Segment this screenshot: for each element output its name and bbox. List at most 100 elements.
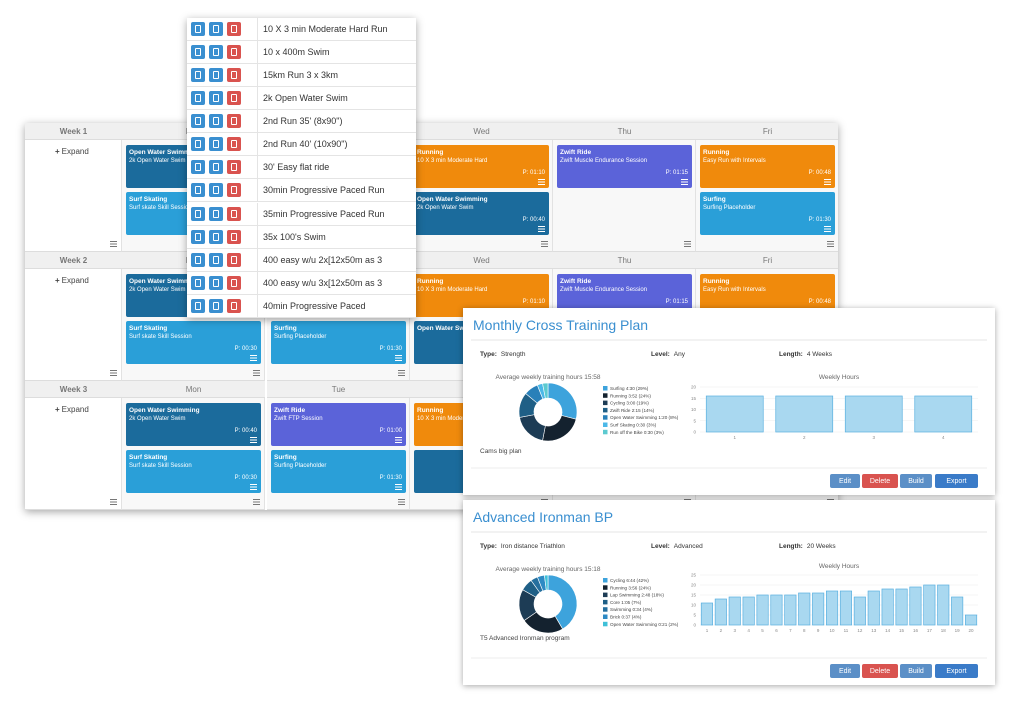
event-title: Surfing (703, 196, 726, 203)
copy-icon[interactable] (209, 298, 223, 313)
event[interactable]: Surfing Surfing Placeholder P: 01:30 (700, 192, 835, 235)
copy-icon[interactable] (209, 45, 223, 60)
bar (798, 592, 811, 626)
copy-icon[interactable] (209, 206, 223, 221)
bar (714, 598, 727, 626)
delete-icon[interactable] (227, 252, 241, 267)
expand[interactable]: + Expand (55, 276, 89, 285)
event[interactable]: Surfing Surfing Placeholder P: 01:30 (271, 321, 406, 364)
copy-icon[interactable] (209, 91, 223, 106)
event-title: Open Water Swimming (129, 278, 200, 285)
edit-icon[interactable] (191, 114, 205, 129)
event[interactable]: Surf Skating Surf skate Skill Session P: 0… (126, 321, 261, 364)
copy-icon[interactable] (209, 252, 223, 267)
x-tick-label: 12 (857, 628, 863, 633)
icon-glyph (213, 232, 219, 241)
event-duration: P: 01:30 (379, 346, 402, 352)
delete-icon[interactable] (227, 298, 241, 313)
y-tick-label: 0 (693, 623, 696, 628)
plus-icon: + (55, 147, 60, 156)
event-title: Running (703, 149, 730, 156)
edit-icon[interactable] (191, 206, 205, 221)
edit-icon[interactable] (191, 22, 205, 36)
event-duration: P: 01:10 (522, 170, 545, 176)
delete-icon[interactable] (227, 45, 241, 60)
event-title: Surf Skating (129, 325, 168, 332)
menu-icon (110, 370, 117, 376)
copy-icon[interactable] (209, 137, 223, 152)
button[interactable]: Export (935, 664, 978, 678)
edit-icon[interactable] (191, 45, 205, 60)
edit-icon[interactable] (191, 68, 205, 83)
event-duration: P: 01:15 (665, 299, 688, 305)
button[interactable]: Delete (862, 664, 898, 678)
copy-icon[interactable] (209, 183, 223, 198)
delete-icon[interactable] (227, 183, 241, 198)
copy-icon[interactable] (209, 114, 223, 129)
edit-icon[interactable] (191, 160, 205, 175)
x-tick-label: 4 (942, 435, 945, 440)
length-value: 20 Weeks (807, 543, 837, 550)
icon-glyph (195, 232, 201, 241)
edit-icon[interactable] (191, 229, 205, 244)
workout-row: 10 x 400m Swim (187, 41, 416, 65)
expand[interactable]: + Expand (55, 405, 89, 414)
expand[interactable]: + Expand (55, 147, 89, 156)
length-info: Length: 4 Weeks (779, 351, 833, 358)
delete-icon[interactable] (227, 22, 241, 36)
type-info: Type: Strength (480, 351, 526, 358)
event-title: Surfing (274, 454, 297, 461)
event[interactable]: Zwift Ride Zwift FTP Session P: 01:00 (271, 403, 406, 446)
icon-glyph (213, 94, 219, 103)
bar (867, 590, 880, 626)
event[interactable]: Open Water Swimming 2k Open Water Swim P: … (414, 192, 549, 235)
button[interactable]: Edit (830, 474, 860, 488)
event[interactable]: Running 10 X 3 min Moderate Hard P: 01:10 (414, 145, 549, 188)
button[interactable]: Delete (862, 474, 898, 488)
legend-swatch (603, 592, 608, 598)
delete-icon[interactable] (227, 275, 241, 290)
menu-icon (398, 370, 405, 376)
button[interactable]: Build (900, 474, 932, 488)
event-duration: P: 00:40 (234, 428, 257, 434)
copy-icon[interactable] (209, 229, 223, 244)
edit-icon[interactable] (191, 252, 205, 267)
delete-icon[interactable] (227, 114, 241, 129)
edit-icon[interactable] (191, 91, 205, 106)
event[interactable]: Surf Skating Surf skate Skill Session P: 0… (126, 450, 261, 493)
delete-icon[interactable] (227, 206, 241, 221)
type-label: Type: (480, 351, 497, 358)
workout-row: 40min Progressive Paced (187, 294, 416, 318)
event[interactable]: Running Easy Run with Intervals P: 00:48 (700, 145, 835, 188)
edit-icon[interactable] (191, 183, 205, 198)
copy-icon[interactable] (209, 68, 223, 83)
delete-icon[interactable] (227, 68, 241, 83)
bar (839, 590, 852, 626)
event[interactable]: Open Water Swimming 2k Open Water Swim P: … (126, 403, 261, 446)
event[interactable]: Zwift Ride Zwift Muscle Endurance Session… (557, 145, 692, 188)
x-tick-label: 3 (733, 628, 736, 633)
edit-icon[interactable] (191, 298, 205, 313)
delete-icon[interactable] (227, 160, 241, 175)
copy-icon[interactable] (209, 275, 223, 290)
button[interactable]: Edit (830, 664, 860, 678)
event-duration: P: 01:15 (665, 170, 688, 176)
y-tick-label: 20 (691, 385, 697, 390)
copy-icon[interactable] (209, 160, 223, 175)
button[interactable]: Export (935, 474, 978, 488)
edit-icon[interactable] (191, 137, 205, 152)
delete-icon[interactable] (227, 229, 241, 244)
delete-icon[interactable] (227, 137, 241, 152)
workout-name: 10 x 400m Swim (263, 47, 330, 58)
day-name: Fri (696, 252, 838, 269)
event-subtitle: 2k Open Water Swim (417, 205, 474, 211)
event[interactable]: Surfing Surfing Placeholder P: 01:30 (271, 450, 406, 493)
plan-description: Cams big plan (480, 448, 522, 455)
delete-icon[interactable] (227, 91, 241, 106)
legend-label: Surf Skating 0:30 (3%) (610, 423, 657, 428)
button[interactable]: Build (900, 664, 932, 678)
divider (257, 156, 258, 180)
edit-icon[interactable] (191, 275, 205, 290)
copy-icon[interactable] (209, 22, 223, 36)
plus-icon: + (55, 276, 60, 285)
